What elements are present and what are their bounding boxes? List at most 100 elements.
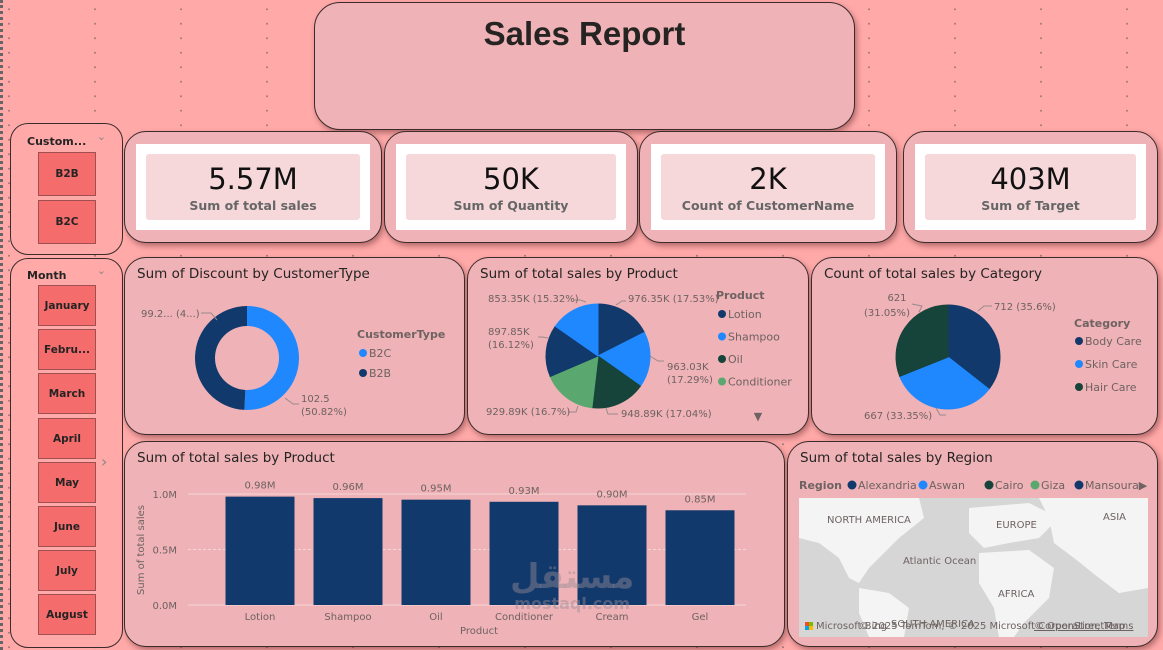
chevron-down-icon[interactable]: ⌄ — [96, 130, 106, 143]
visual-title: Count of total sales by Category — [824, 266, 1043, 282]
legend-marker — [1075, 383, 1083, 391]
legend-item: Cairo — [995, 479, 1024, 492]
kpi-label: Sum of Quantity — [453, 198, 569, 213]
bing-logo-icon — [809, 626, 813, 630]
pie-slice-shampoo — [597, 331, 651, 387]
slicer-button-month[interactable]: June — [38, 506, 96, 547]
map-provider: Microsoft Bing — [816, 621, 887, 632]
slicer-button-month[interactable]: January — [38, 285, 96, 326]
chevron-right-icon[interactable]: › — [101, 452, 108, 471]
bar-oil — [401, 499, 471, 605]
report-title: Sales Report — [483, 15, 686, 52]
legend-marker — [718, 332, 726, 341]
bar-data-label: 0.93M — [509, 486, 540, 497]
osm-link[interactable]: © OpenStreetMap — [1034, 621, 1125, 632]
legend-item: Conditioner — [728, 376, 792, 389]
bar-gel — [665, 510, 735, 605]
product-pie-visual[interactable]: Sum of total sales by Product 976.35K (1… — [467, 257, 809, 435]
bar-shampoo — [313, 498, 383, 605]
map-label: NORTH AMERICA — [827, 515, 911, 526]
y-tick-label: 0.5M — [152, 546, 177, 557]
x-tick-label: Shampoo — [324, 612, 371, 623]
legend-next-icon[interactable]: ▶ — [1139, 479, 1148, 492]
legend-marker — [718, 377, 726, 386]
legend-item: B2B — [369, 367, 391, 380]
kpi-card-quantity: 50K Sum of Quantity — [384, 131, 638, 243]
category-pie-visual[interactable]: Count of total sales by Category 712 (35… — [811, 257, 1158, 435]
landmass-africa — [979, 550, 1054, 637]
visual-title: Sum of Discount by CustomerType — [137, 266, 370, 282]
data-label: 621 — [887, 293, 906, 304]
kpi-card-customer-count: 2K Count of CustomerName — [639, 131, 897, 243]
map-attribution: © 2025 TomTom, © 2025 Microsoft Corporat… — [859, 621, 1100, 632]
donut-slice-b2c — [244, 306, 300, 410]
landmass-asia — [1039, 498, 1148, 593]
leader-line — [935, 407, 946, 416]
slicer-button-month[interactable]: August — [38, 594, 96, 635]
data-label: 853.35K (15.32%) — [488, 294, 579, 305]
x-tick-label: Conditioner — [495, 612, 554, 623]
terms-link[interactable]: Terms — [1103, 621, 1133, 632]
y-axis-title: Sum of total sales — [136, 505, 147, 595]
leader-line — [977, 305, 992, 312]
legend-more-icon[interactable]: ▼ — [754, 410, 763, 423]
kpi-value: 403M — [990, 162, 1071, 196]
visual-title: Sum of total sales by Region — [800, 450, 993, 466]
legend-item: Shampoo — [728, 331, 780, 344]
pie-slice-gel — [554, 303, 599, 357]
map-label: SOUTH AMERICA — [891, 619, 975, 630]
legend-title: CustomerType — [357, 328, 445, 341]
bar-data-label: 0.85M — [685, 494, 716, 505]
visual-title: Sum of total sales by Product — [137, 450, 335, 466]
leader-line — [284, 397, 299, 405]
legend-marker — [1075, 337, 1083, 345]
bing-logo-icon — [805, 622, 809, 626]
pie-slice-conditioner — [549, 355, 599, 409]
bing-logo-icon — [805, 626, 809, 630]
map-legend: Region Alexandria Aswan Cairo Giza Mansoura ▶ — [799, 479, 1148, 492]
leader-line — [649, 355, 664, 362]
legend-item: Oil — [728, 353, 743, 366]
slicer-button-month[interactable]: Febru... — [38, 329, 96, 370]
legend-marker — [718, 310, 726, 318]
bar-chart: 0.0M 0.5M 1.0M 0.98M Lotion 0.96M Shampoo 0.95M… — [136, 481, 746, 637]
pie-slice-oil — [591, 355, 642, 409]
leader-line — [574, 299, 587, 303]
legend-title: Product — [716, 289, 765, 302]
legend-marker — [718, 355, 726, 363]
product-bar-visual[interactable]: Sum of total sales by Product 0.0M 0.5M 1.… — [124, 441, 785, 647]
legend-item: B2C — [369, 347, 392, 360]
kpi-value: 2K — [749, 162, 787, 196]
slicer-button-month[interactable]: May — [38, 462, 96, 503]
slicer-button-month[interactable]: March — [38, 373, 96, 414]
y-tick-label: 1.0M — [152, 490, 177, 501]
data-label: 963.03K — [667, 362, 709, 373]
slicer-header: Custom... — [27, 135, 87, 148]
chevron-down-icon[interactable]: ⌄ — [96, 264, 106, 277]
slicer-button-month[interactable]: July — [38, 550, 96, 591]
slicer-button-b2c[interactable]: B2C — [38, 200, 96, 244]
landmass-north-america — [799, 498, 924, 583]
map-canvas[interactable]: NORTH AMERICA EUROPE ASIA Atlantic Ocean AFR… — [799, 498, 1148, 637]
data-label: 667 (33.35%) — [864, 411, 932, 422]
slicer-button-b2b[interactable]: B2B — [38, 152, 96, 196]
slicer-header: Month — [27, 269, 67, 282]
bar-data-label: 0.95M — [421, 484, 452, 495]
legend-marker — [359, 349, 367, 357]
data-label: 897.85K — [488, 327, 530, 338]
slicer-button-month[interactable]: April — [38, 418, 96, 459]
bing-logo-icon — [809, 622, 813, 626]
legend-item: Lotion — [728, 308, 762, 321]
legend-marker — [918, 480, 928, 490]
map-label: EUROPE — [996, 520, 1037, 531]
legend-item: Giza — [1041, 479, 1065, 492]
data-label: (17.29%) — [667, 375, 713, 386]
donut-chart: 102.5 (50.82%) 99.2... (4...) CustomerType B… — [141, 306, 445, 418]
legend-item: Alexandria — [858, 479, 917, 492]
region-map-visual[interactable]: Sum of total sales by Region Region Alexa… — [787, 441, 1158, 647]
bar-data-label: 0.90M — [597, 489, 628, 500]
discount-donut-visual[interactable]: Sum of Discount by CustomerType 102.5 (50… — [124, 257, 465, 435]
leader-line — [538, 336, 549, 339]
legend-marker — [847, 480, 857, 490]
leader-line — [201, 312, 218, 321]
